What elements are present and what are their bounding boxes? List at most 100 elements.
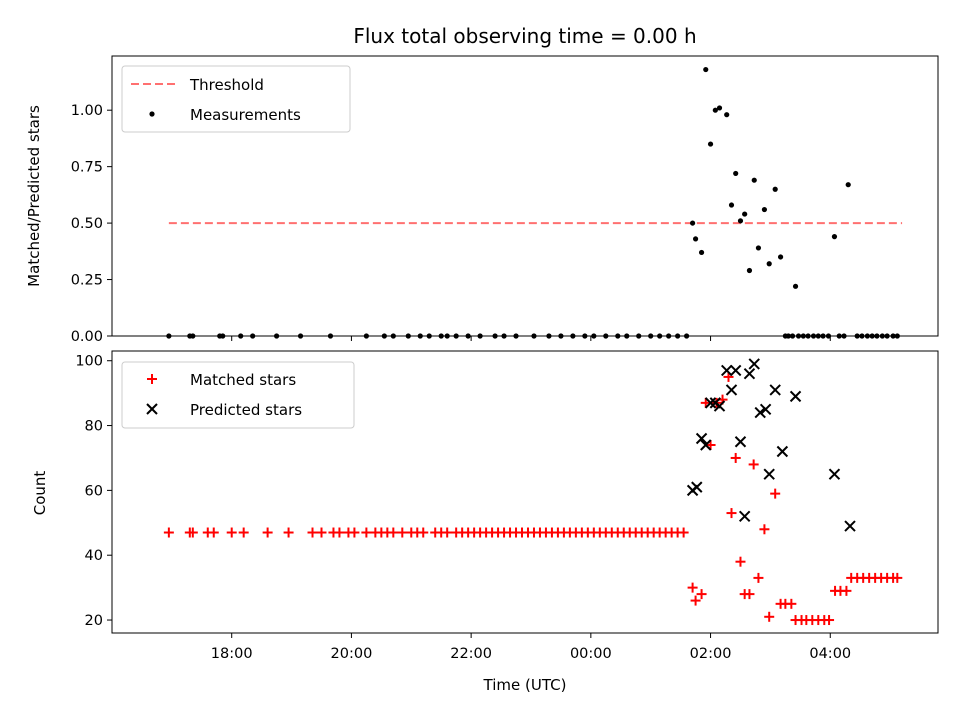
measurement-point xyxy=(728,202,735,208)
measurement-point xyxy=(716,105,723,111)
top-y-axis-label: Matched/Predicted stars xyxy=(25,105,43,287)
measurement-point xyxy=(772,186,778,192)
matched-star-point xyxy=(361,527,372,538)
predicted-star-point xyxy=(844,520,856,532)
measurement-point xyxy=(751,177,757,183)
matched-star-point xyxy=(753,572,764,583)
legend-predicted-marker xyxy=(146,403,158,415)
top-y-tick-label: 0.75 xyxy=(71,160,103,176)
predicted-star-point xyxy=(743,367,756,380)
matched-star-point xyxy=(687,582,698,593)
predicted-star-point xyxy=(769,384,781,396)
measurement-point xyxy=(845,182,851,188)
matched-star-point xyxy=(696,589,707,600)
matched-star-point xyxy=(316,527,327,538)
top-axes-frame xyxy=(111,55,939,337)
matched-star-point xyxy=(418,527,429,538)
measurement-point xyxy=(777,254,784,260)
predicted-star-point xyxy=(700,439,712,451)
measurement-point xyxy=(761,206,768,213)
predicted-star-point xyxy=(776,445,789,458)
bottom-y-tick-label: 60 xyxy=(85,483,103,499)
measurement-point xyxy=(703,66,709,73)
top-marks xyxy=(166,66,903,339)
top-x-ticks xyxy=(231,336,831,341)
matched-star-point xyxy=(187,527,198,538)
top-y-ticks: 0.00 0.25 0.50 0.75 1.00 xyxy=(71,103,112,345)
bottom-x-ticks: 18:00 20:00 22:00 00:00 02:00 04:00 xyxy=(211,633,851,662)
x-tick-label: 02:00 xyxy=(690,646,732,662)
matched-star-point xyxy=(226,527,237,538)
x-tick-label: 22:00 xyxy=(450,646,492,662)
matched-star-point xyxy=(334,527,345,538)
chart-title: Flux total observing time = 0.00 h xyxy=(353,24,696,48)
predicted-star-point xyxy=(828,468,841,480)
legend-matched-label: Matched stars xyxy=(190,371,296,389)
measurement-point xyxy=(755,245,762,251)
matched-star-point xyxy=(397,527,408,538)
matched-star-point xyxy=(892,572,903,583)
bottom-y-tick-label: 40 xyxy=(85,548,103,564)
predicted-star-point xyxy=(725,384,738,396)
matched-star-point xyxy=(730,452,741,463)
bottom-y-tick-label: 80 xyxy=(85,419,103,435)
matched-star-point xyxy=(442,527,453,538)
predicted-star-point xyxy=(691,481,703,493)
bottom-y-axis-label: Count xyxy=(31,471,49,516)
top-y-tick-label: 0.50 xyxy=(71,216,103,232)
matched-star-point xyxy=(705,440,716,450)
predicted-star-point xyxy=(695,432,708,445)
matched-star-point xyxy=(824,615,835,626)
legend-threshold-label: Threshold xyxy=(189,76,264,94)
measurement-point xyxy=(724,112,730,118)
matched-star-point xyxy=(283,527,294,538)
matched-star-point xyxy=(700,397,711,408)
matched-star-point xyxy=(388,527,399,538)
legend-predicted-label: Predicted stars xyxy=(190,401,302,419)
bottom-y-tick-label: 20 xyxy=(85,613,103,629)
measurement-point xyxy=(831,234,838,240)
matched-star-point xyxy=(349,527,360,538)
matched-star-point xyxy=(307,527,318,538)
matched-star-point xyxy=(770,488,781,499)
matched-star-point xyxy=(764,611,775,622)
measurement-point xyxy=(689,220,696,226)
predicted-star-point xyxy=(713,400,726,412)
measurement-point xyxy=(792,283,799,289)
bottom-y-ticks: 20 40 60 80 100 xyxy=(75,354,112,629)
predicted-star-point xyxy=(734,436,747,448)
matched-star-point xyxy=(678,527,689,538)
predicted-star-point xyxy=(704,397,717,409)
predicted-star-point xyxy=(721,364,733,377)
bottom-legend-box xyxy=(121,361,355,429)
bottom-panel: 20 40 60 80 100 18:00 20:00 22:00 00:00 02:00 04:… xyxy=(31,350,939,694)
bottom-legend: Matched stars Predicted stars xyxy=(121,361,355,429)
matched-star-point xyxy=(208,527,219,538)
predicted-star-point xyxy=(748,358,760,370)
top-legend-box xyxy=(121,65,351,133)
measurement-point xyxy=(707,141,714,147)
x-axis-label: Time (UTC) xyxy=(483,676,567,694)
measurement-point xyxy=(742,211,748,217)
top-legend: Threshold Measurements xyxy=(121,65,351,133)
top-panel: 0.00 0.25 0.50 0.75 1.00 Matched/Predicted s… xyxy=(25,55,939,345)
matched-star-point xyxy=(726,508,737,519)
predicted-star-point xyxy=(789,390,802,403)
legend-matched-marker xyxy=(147,374,157,384)
predicted-star-point xyxy=(759,403,772,416)
measurement-point xyxy=(692,236,699,242)
matched-star-point xyxy=(262,527,273,538)
matched-star-point xyxy=(690,595,701,606)
matched-star-point xyxy=(163,527,174,538)
measurement-point xyxy=(737,218,744,224)
measurement-point xyxy=(712,107,718,113)
top-y-tick-label: 1.00 xyxy=(71,103,103,119)
x-tick-label: 04:00 xyxy=(809,646,851,662)
matched-star-point xyxy=(748,459,759,470)
bottom-axes-frame xyxy=(111,350,939,634)
x-tick-label: 20:00 xyxy=(331,646,373,662)
measurement-point xyxy=(746,267,753,274)
bottom-marks xyxy=(163,358,903,626)
predicted-star-point xyxy=(729,364,742,377)
